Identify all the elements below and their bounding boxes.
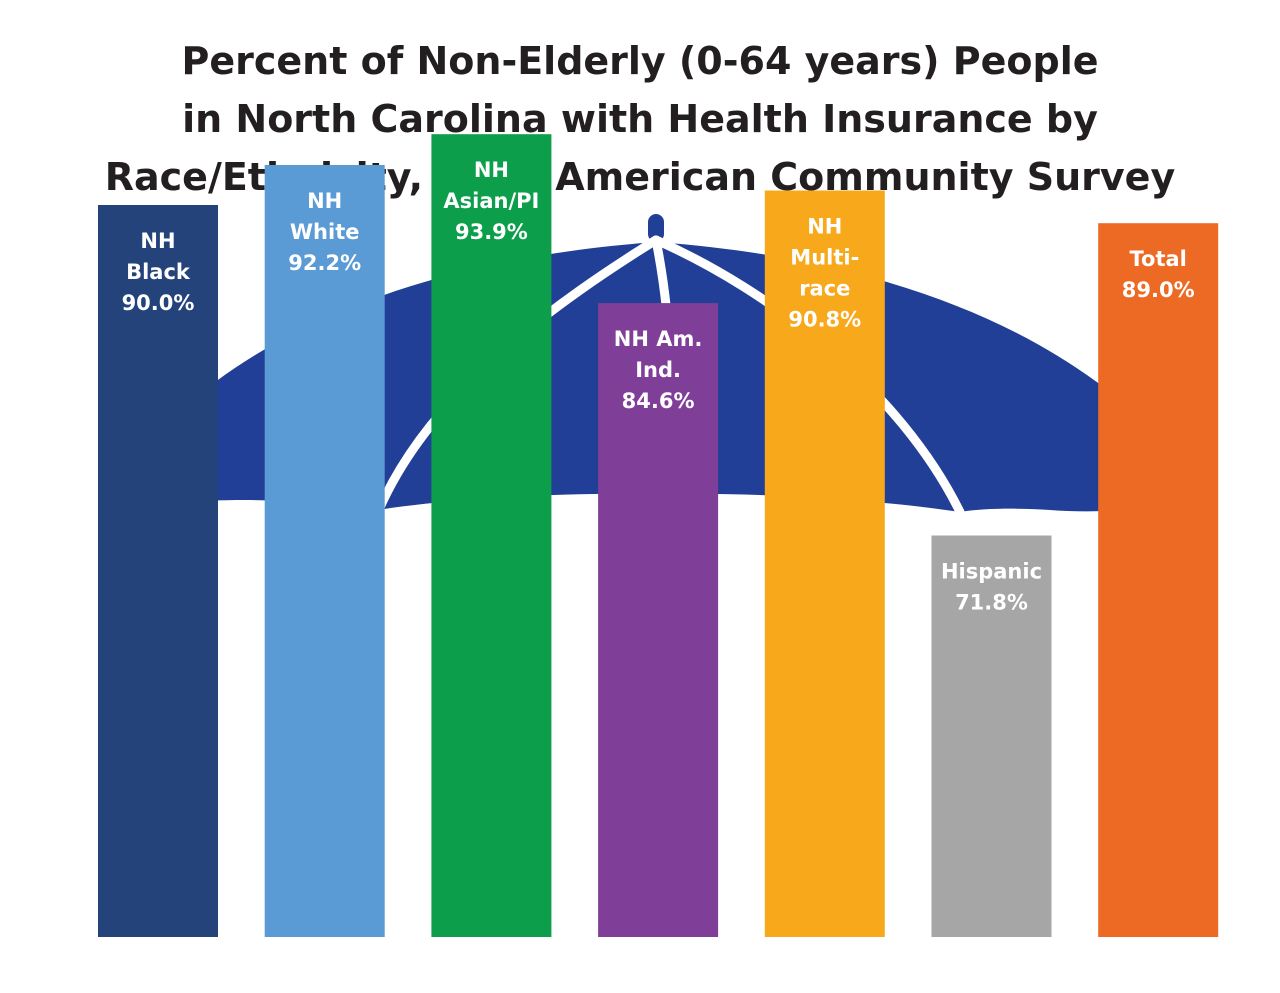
category-label-nh-asian-pi: NH [474, 158, 509, 182]
data-label-nh-white: 92.2% [288, 251, 361, 275]
bar-total [1098, 223, 1219, 937]
data-label-nh-asian-pi: 93.9% [455, 220, 528, 244]
category-label-nh-multi-race: Multi- [790, 246, 859, 270]
bar-label-nh-am-ind: NH Am. Ind. 84.6% [614, 327, 703, 413]
bar-label-hispanic: Hispanic 71.8% [941, 560, 1042, 615]
title-line-1: Percent of Non-Elderly (0-64 years) Peop… [181, 39, 1099, 83]
category-label-nh-multi-race: race [799, 277, 850, 301]
title-line-2: in North Carolina with Health Insurance … [182, 97, 1098, 141]
data-label-nh-multi-race: 90.8% [788, 308, 861, 332]
category-label-nh-multi-race: NH [807, 215, 842, 239]
chart-title: Percent of Non-Elderly (0-64 years) Peop… [0, 32, 1280, 206]
bar-label-nh-asian-pi: NH Asian/PI 93.9% [443, 158, 539, 244]
bar-nh-black [98, 205, 218, 937]
bar-nh-asian-pi [431, 134, 552, 937]
category-label-nh-black: NH [140, 229, 175, 253]
bar-hispanic [931, 535, 1052, 937]
bar-label-nh-black: NH Black 90.0% [122, 229, 195, 315]
data-label-nh-am-ind: 84.6% [622, 389, 695, 413]
category-label-nh-am-ind: NH Am. [614, 327, 703, 351]
category-label-nh-white: NH [307, 189, 342, 213]
category-label-total: Total [1130, 247, 1187, 271]
umbrella-tip [648, 214, 664, 242]
data-label-hispanic: 71.8% [955, 591, 1028, 615]
bar-label-nh-white: NH White 92.2% [288, 189, 361, 275]
category-label-hispanic: Hispanic [941, 560, 1042, 584]
bar-label-total: Total 89.0% [1122, 247, 1195, 302]
data-label-total: 89.0% [1122, 278, 1195, 302]
bar-nh-multi-race [764, 190, 885, 937]
bar-label-nh-multi-race: NH Multi-race 90.8% [788, 215, 861, 332]
category-label-nh-am-ind: Ind. [635, 358, 681, 382]
bar-nh-am-ind [598, 303, 719, 938]
bar-nh-white [264, 165, 385, 937]
category-label-nh-asian-pi: Asian/PI [443, 189, 539, 213]
category-label-nh-white: White [290, 220, 360, 244]
category-label-nh-black: Black [126, 260, 191, 284]
data-label-nh-black: 90.0% [122, 291, 195, 315]
